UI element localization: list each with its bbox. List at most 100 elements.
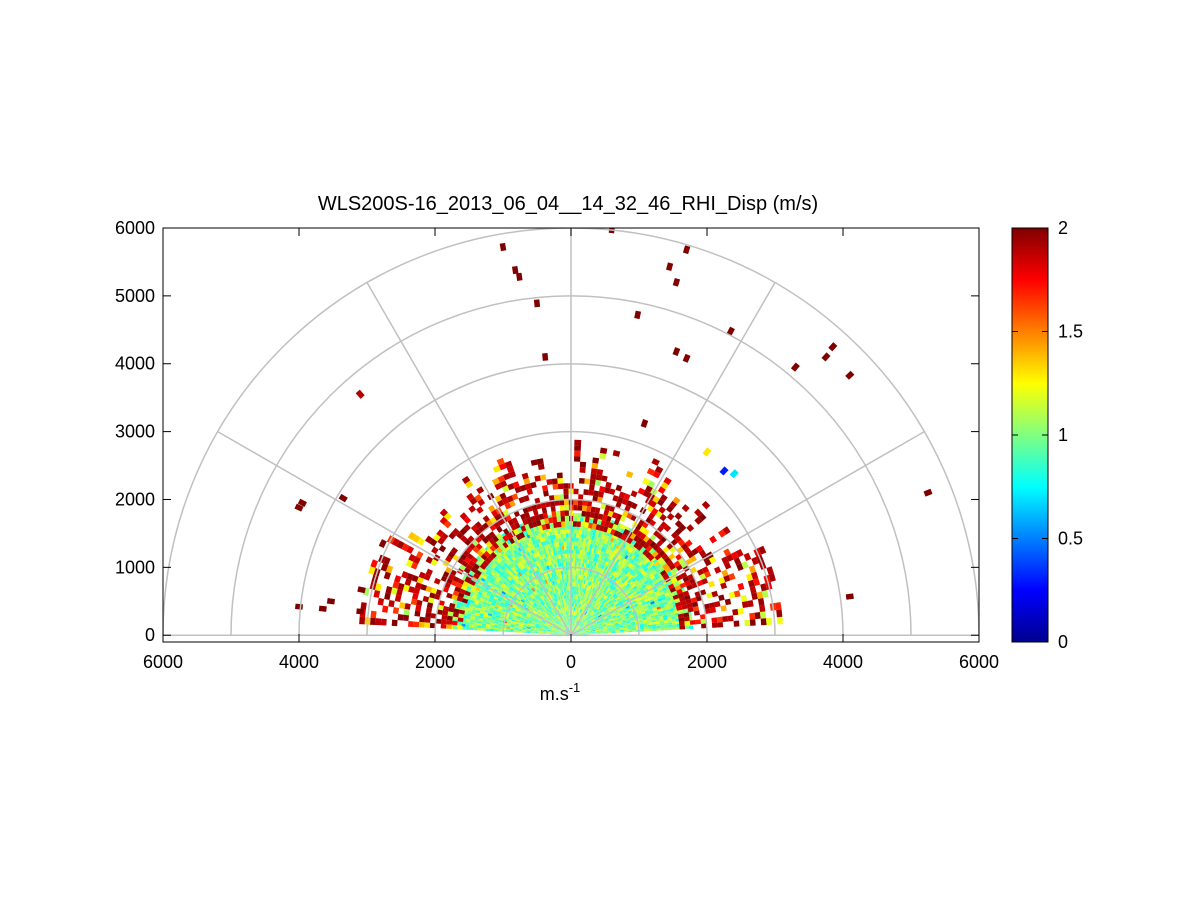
- data-cell: [579, 534, 582, 538]
- data-cell-far: [356, 608, 364, 614]
- data-cell: [542, 485, 548, 491]
- data-cell: [588, 490, 594, 496]
- data-cell: [760, 611, 766, 618]
- colorbar-tick-label: 1.5: [1058, 322, 1083, 342]
- data-cell: [552, 517, 557, 523]
- data-cell: [766, 618, 772, 625]
- data-cell: [599, 453, 606, 459]
- data-cell: [721, 605, 727, 611]
- data-cell: [734, 621, 740, 627]
- data-cell: [419, 617, 425, 623]
- data-cell: [563, 529, 566, 533]
- colorbar-tick-label: 0: [1058, 632, 1068, 652]
- data-cell: [777, 617, 783, 625]
- data-cell: [452, 621, 458, 626]
- data-cell: [543, 490, 549, 496]
- data-cell: [574, 456, 580, 462]
- x-axis-label-base: m.s: [540, 684, 569, 704]
- data-cell: [575, 562, 577, 566]
- data-cell: [581, 511, 586, 517]
- data-cell: [565, 525, 568, 529]
- data-cell: [566, 570, 568, 574]
- data-cell: [568, 586, 569, 590]
- colorbar-tick-label: 2: [1058, 218, 1068, 238]
- data-cell: [586, 511, 591, 517]
- data-cell: [689, 626, 693, 629]
- data-cell: [568, 574, 570, 578]
- data-cell: [580, 467, 586, 473]
- data-cell: [750, 619, 756, 626]
- data-cell: [574, 440, 581, 446]
- data-cell: [648, 627, 652, 629]
- data-cell: [575, 550, 577, 554]
- data-cell: [577, 554, 579, 558]
- data-cell: [441, 619, 447, 624]
- data-cell: [577, 513, 580, 517]
- data-cell: [775, 602, 781, 610]
- colorbar-tick-label: 0.5: [1058, 529, 1083, 549]
- data-cell: [370, 611, 376, 618]
- data-cell: [564, 542, 567, 546]
- data-cell: [441, 615, 447, 620]
- data-cell: [560, 534, 563, 538]
- data-cell: [556, 516, 561, 522]
- data-cell: [759, 605, 765, 612]
- data-cell: [551, 511, 556, 517]
- data-cell-far: [295, 604, 303, 610]
- data-cell: [399, 602, 405, 609]
- data-cell: [579, 478, 585, 484]
- data-cell: [567, 550, 569, 554]
- data-cell: [595, 480, 601, 486]
- data-cell: [672, 621, 676, 624]
- x-tick-label: 6000: [143, 652, 183, 672]
- data-cell: [498, 629, 502, 631]
- colorbar-tick-label: 1: [1058, 425, 1068, 445]
- data-cell: [404, 603, 410, 610]
- data-cell: [561, 521, 565, 527]
- data-cell: [359, 617, 365, 625]
- data-cell: [563, 489, 568, 495]
- data-cell: [424, 622, 430, 627]
- data-cell: [565, 516, 569, 522]
- x-tick-label: 4000: [823, 652, 863, 672]
- data-cell: [574, 517, 577, 521]
- data-cell: [668, 622, 672, 625]
- data-cell: [572, 590, 573, 594]
- data-cell: [590, 474, 596, 480]
- data-cell: [573, 554, 575, 558]
- data-cell: [565, 562, 567, 566]
- data-cell: [552, 478, 558, 484]
- data-cell: [577, 521, 581, 527]
- x-tick-label: 6000: [959, 652, 999, 672]
- data-cell: [572, 574, 574, 578]
- data-cell: [573, 546, 575, 550]
- data-cell: [564, 510, 568, 516]
- data-cell: [717, 617, 723, 623]
- data-cell: [600, 448, 607, 454]
- data-cell: [563, 534, 566, 538]
- data-cell: [581, 534, 584, 538]
- data-cell: [668, 625, 672, 628]
- data-cell: [656, 626, 660, 629]
- data-cell: [673, 627, 677, 630]
- data-cell: [565, 554, 567, 558]
- data-cell: [577, 517, 580, 521]
- data-cell: [574, 533, 577, 537]
- data-cell: [558, 534, 561, 538]
- data-cell: [567, 562, 569, 566]
- data-cell: [568, 582, 569, 586]
- data-cell-far: [319, 606, 327, 612]
- data-cell: [404, 609, 410, 615]
- data-cell: [568, 578, 570, 582]
- data-cell: [577, 550, 580, 554]
- data-cell: [710, 607, 716, 613]
- data-cell: [446, 620, 452, 625]
- data-cell: [561, 542, 564, 546]
- data-cell-far: [512, 266, 519, 274]
- data-cell: [578, 546, 581, 550]
- data-cell: [592, 463, 599, 469]
- data-cell: [419, 622, 425, 628]
- colorbar: 0 0.5 1 1.5 2: [1012, 218, 1083, 652]
